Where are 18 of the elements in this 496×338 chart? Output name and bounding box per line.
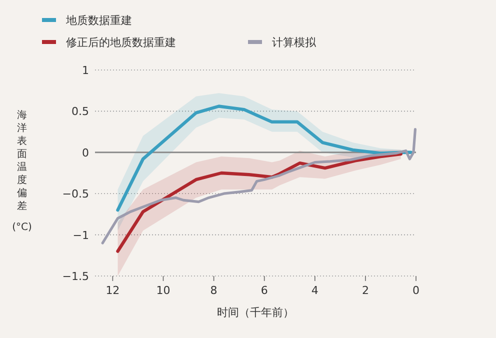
x-tick-label: 12 xyxy=(106,284,120,297)
legend-label: 修正后的地质数据重建 xyxy=(66,36,176,49)
y-tick-label: 0.5 xyxy=(72,105,89,118)
x-axis-title: 时间（千年前） xyxy=(217,306,294,319)
y-tick-label: −1 xyxy=(72,228,89,242)
y-tick-label: 0 xyxy=(82,146,89,160)
y-tick-label: −1.5 xyxy=(62,270,89,283)
x-tick-label: 6 xyxy=(260,284,268,297)
x-tick-label: 0 xyxy=(412,284,420,297)
legend-label: 计算模拟 xyxy=(272,36,317,49)
text: 海洋表面温度偏差 (°C) xyxy=(12,110,32,233)
x-tick-label: 2 xyxy=(362,284,369,297)
x-tick-label: 4 xyxy=(311,284,318,297)
x-tick-label: 10 xyxy=(156,284,170,297)
y-tick-label: −0.5 xyxy=(62,188,89,201)
legend-label: 地质数据重建 xyxy=(65,14,132,27)
y-tick-label: 1 xyxy=(82,64,89,77)
x-tick-label: 8 xyxy=(210,284,218,297)
